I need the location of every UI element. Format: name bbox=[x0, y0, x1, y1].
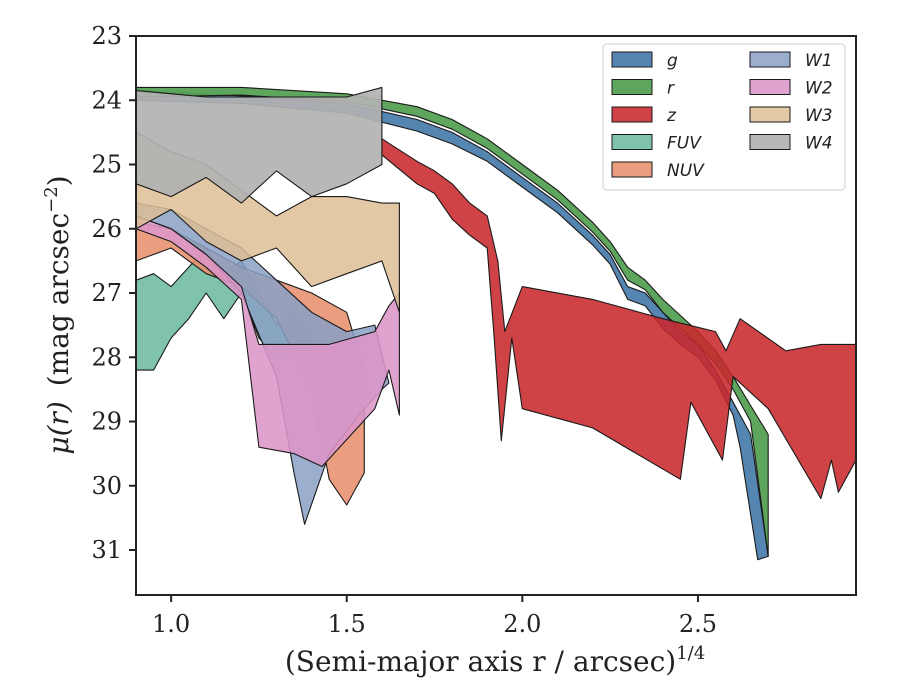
y-tick-label: 23 bbox=[91, 22, 122, 50]
x-tick-label: 2.5 bbox=[679, 610, 717, 638]
legend-swatch-w2 bbox=[749, 79, 791, 95]
x-tick-label: 1.5 bbox=[328, 610, 366, 638]
series-bands bbox=[136, 86, 856, 561]
plot-frame bbox=[135, 35, 857, 596]
y-tick-label: 30 bbox=[91, 472, 122, 500]
legend-swatch-r bbox=[611, 79, 653, 95]
legend-swatch-w3 bbox=[749, 106, 791, 123]
band-w4 bbox=[136, 86, 383, 204]
y-tick-label: 26 bbox=[91, 215, 122, 243]
band-r bbox=[136, 86, 769, 557]
legend-label-z: z bbox=[666, 106, 677, 126]
legend-label-w4: W4 bbox=[805, 134, 833, 154]
legend-swatch-w1 bbox=[749, 51, 791, 68]
legend-swatch-g bbox=[611, 51, 653, 68]
legend-label-g: g bbox=[667, 51, 678, 71]
legend-label-w3: W3 bbox=[805, 106, 833, 126]
legend-label-nuv: NUV bbox=[667, 161, 705, 181]
y-axis-label: μ(r) (mag arcsec−2) bbox=[41, 175, 75, 454]
legend-label-r: r bbox=[667, 79, 675, 99]
legend-label-fuv: FUV bbox=[667, 134, 702, 154]
legend-label-w2: W2 bbox=[805, 79, 833, 99]
y-tick-label: 29 bbox=[91, 408, 122, 436]
band-z bbox=[381, 138, 856, 500]
y-tick-label: 31 bbox=[91, 536, 122, 564]
band-g bbox=[136, 90, 769, 561]
legend-swatch-fuv bbox=[611, 134, 653, 150]
legend-swatch-nuv bbox=[611, 161, 653, 178]
y-axis: 23 24 25 26 27 28 29 30 31 bbox=[91, 22, 136, 564]
x-axis-label: (Semi-major axis r / arcsec)1/4 bbox=[285, 643, 705, 678]
legend-swatch-w4 bbox=[749, 134, 791, 150]
y-tick-label: 25 bbox=[91, 151, 122, 179]
y-tick-label: 27 bbox=[91, 279, 122, 307]
x-axis: 1.0 1.5 2.0 2.5 bbox=[152, 595, 717, 638]
y-tick-label: 28 bbox=[91, 343, 122, 371]
x-tick-label: 1.0 bbox=[152, 610, 190, 638]
y-tick-label: 24 bbox=[91, 86, 122, 114]
legend-label-w1: W1 bbox=[805, 51, 833, 71]
x-tick-label: 2.0 bbox=[503, 610, 541, 638]
legend-swatch-z bbox=[611, 106, 653, 123]
band-w2 bbox=[136, 215, 400, 468]
legend: grz FUV NUV W1 W2 W3 W4 bbox=[602, 43, 846, 191]
